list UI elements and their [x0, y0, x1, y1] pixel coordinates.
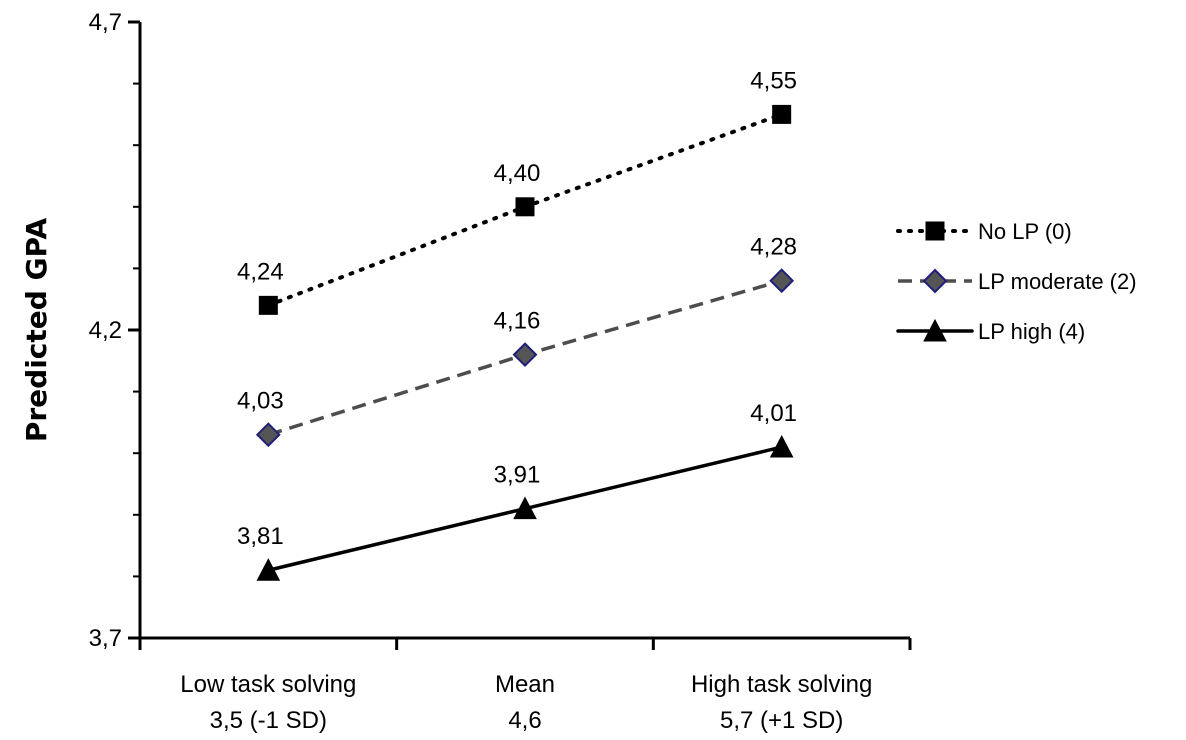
data-label: 4,16	[494, 308, 541, 335]
legend-label: No LP (0)	[978, 219, 1072, 244]
x-category-label-line2: 4,6	[508, 707, 541, 734]
data-point-marker	[769, 268, 795, 294]
data-label: 4,01	[750, 400, 797, 427]
legend-marker	[922, 268, 948, 294]
legend: No LP (0) LP moderate (2) LP high (4)	[896, 219, 1137, 344]
y-tick-label: 3,7	[89, 625, 122, 652]
data-labels: 4,24 4,40 4,55 4,03 4,16 4,28 3,81 3,91 4,01	[237, 67, 797, 550]
y-axis-title: Predicted GPA	[20, 218, 53, 443]
data-point-marker	[513, 496, 537, 520]
legend-label: LP high (4)	[978, 319, 1085, 344]
data-label: 3,81	[237, 523, 284, 550]
legend-marker	[923, 318, 947, 342]
data-point-marker	[512, 342, 538, 368]
data-label: 4,24	[237, 258, 284, 285]
data-point-marker	[258, 295, 278, 315]
y-tick-label: 4,2	[89, 317, 122, 344]
data-point-marker	[255, 422, 281, 448]
x-category-label-line1: Low task solving	[180, 671, 356, 698]
data-label: 4,03	[237, 388, 284, 415]
y-tick-label: 4,7	[89, 9, 122, 36]
data-point-marker	[769, 434, 794, 458]
data-label: 3,91	[494, 462, 541, 489]
legend-marker	[925, 221, 945, 241]
series-markers	[255, 104, 795, 581]
x-category-label-line2: 5,7 (+1 SD)	[720, 707, 843, 734]
x-category-label-line1: High task solving	[691, 671, 872, 698]
axes: 3,7 4,2 4,7 Low task solving 3,5 (-1 SD) Mean…	[89, 9, 912, 734]
data-label: 4,55	[750, 67, 797, 94]
data-point-marker	[772, 104, 792, 124]
legend-label: LP moderate (2)	[978, 269, 1137, 294]
data-label: 4,40	[494, 160, 541, 187]
data-label: 4,28	[750, 234, 797, 261]
x-category-label-line2: 3,5 (-1 SD)	[210, 707, 327, 734]
data-point-marker	[256, 558, 281, 581]
x-category-label-line1: Mean	[495, 671, 555, 698]
data-point-marker	[515, 197, 535, 217]
